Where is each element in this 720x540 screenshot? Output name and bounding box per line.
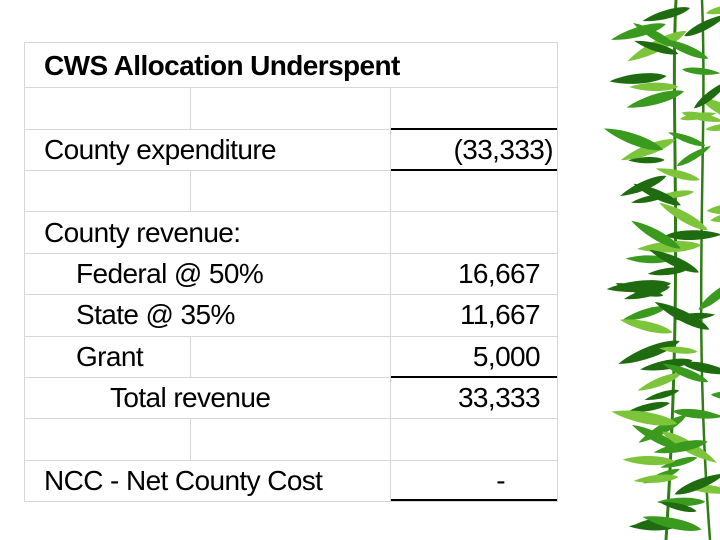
value-state: 11,667	[460, 299, 541, 330]
bamboo-leaf-icon	[675, 142, 713, 169]
bamboo-leaf-icon	[629, 82, 679, 92]
label-total-revenue: Total revenue	[110, 382, 271, 413]
bamboo-leaf-icon	[695, 273, 720, 314]
bamboo-leaf-icon	[602, 123, 665, 156]
bamboo-leaf-icon	[654, 164, 701, 184]
spreadsheet-table: CWS Allocation Underspent County expendi…	[24, 42, 558, 502]
label-grant: Grant	[76, 341, 144, 372]
label-county-revenue: County revenue:	[44, 217, 241, 248]
value-total-revenue: 33,333	[457, 382, 541, 413]
table-title: CWS Allocation Underspent	[44, 50, 400, 81]
bamboo-leaf-icon	[706, 199, 720, 217]
label-net-county-cost: NCC - Net County Cost	[44, 465, 323, 496]
bamboo-leaf-icon	[710, 390, 720, 402]
label-state: State @ 35%	[76, 299, 235, 330]
bamboo-leaf-icon	[666, 128, 707, 150]
bamboo-leaf-icon	[672, 469, 720, 499]
bamboo-leaf-icon	[641, 3, 692, 26]
bamboo-leaf-icon	[682, 10, 720, 40]
value-county-expenditure: (33,333)	[453, 134, 554, 165]
label-county-expenditure: County expenditure	[44, 134, 277, 165]
value-net-county-cost: -	[496, 465, 505, 496]
bamboo-leaf-icon	[681, 66, 720, 77]
bamboo-leaves-icon	[602, 0, 720, 540]
bamboo-leaf-icon	[705, 121, 720, 133]
label-federal: Federal @ 50%	[76, 258, 264, 289]
bamboo-leaf-icon	[705, 0, 720, 17]
bamboo-leaf-icon	[665, 229, 720, 241]
value-federal: 16,667	[457, 258, 541, 289]
value-grant: 5,000	[472, 341, 541, 372]
